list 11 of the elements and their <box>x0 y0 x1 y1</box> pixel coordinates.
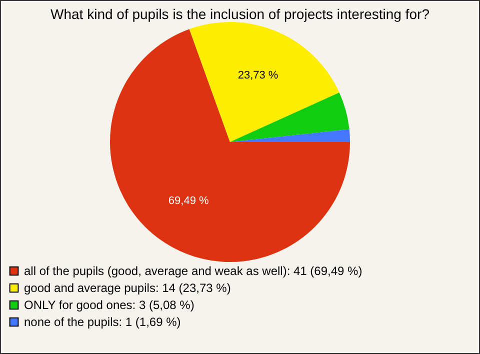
legend-label: ONLY for good ones: 3 (5,08 %) <box>24 298 194 312</box>
legend-label: none of the pupils: 1 (1,69 %) <box>24 315 181 329</box>
data-label: 23,73 % <box>238 70 278 82</box>
chart-title: What kind of pupils is the inclusion of projects interesting for? <box>50 6 430 22</box>
pie-slice <box>189 22 340 142</box>
data-label: 69,49 % <box>168 194 209 207</box>
legend-label: good and average pupils: 14 (23,73 %) <box>24 281 231 295</box>
pie-slice <box>110 29 350 262</box>
legend-label: all of the pupils (good, average and weak as well): 41 (69,49 %) <box>24 264 362 278</box>
pie-slice <box>230 92 350 142</box>
pie-slice <box>230 129 350 142</box>
